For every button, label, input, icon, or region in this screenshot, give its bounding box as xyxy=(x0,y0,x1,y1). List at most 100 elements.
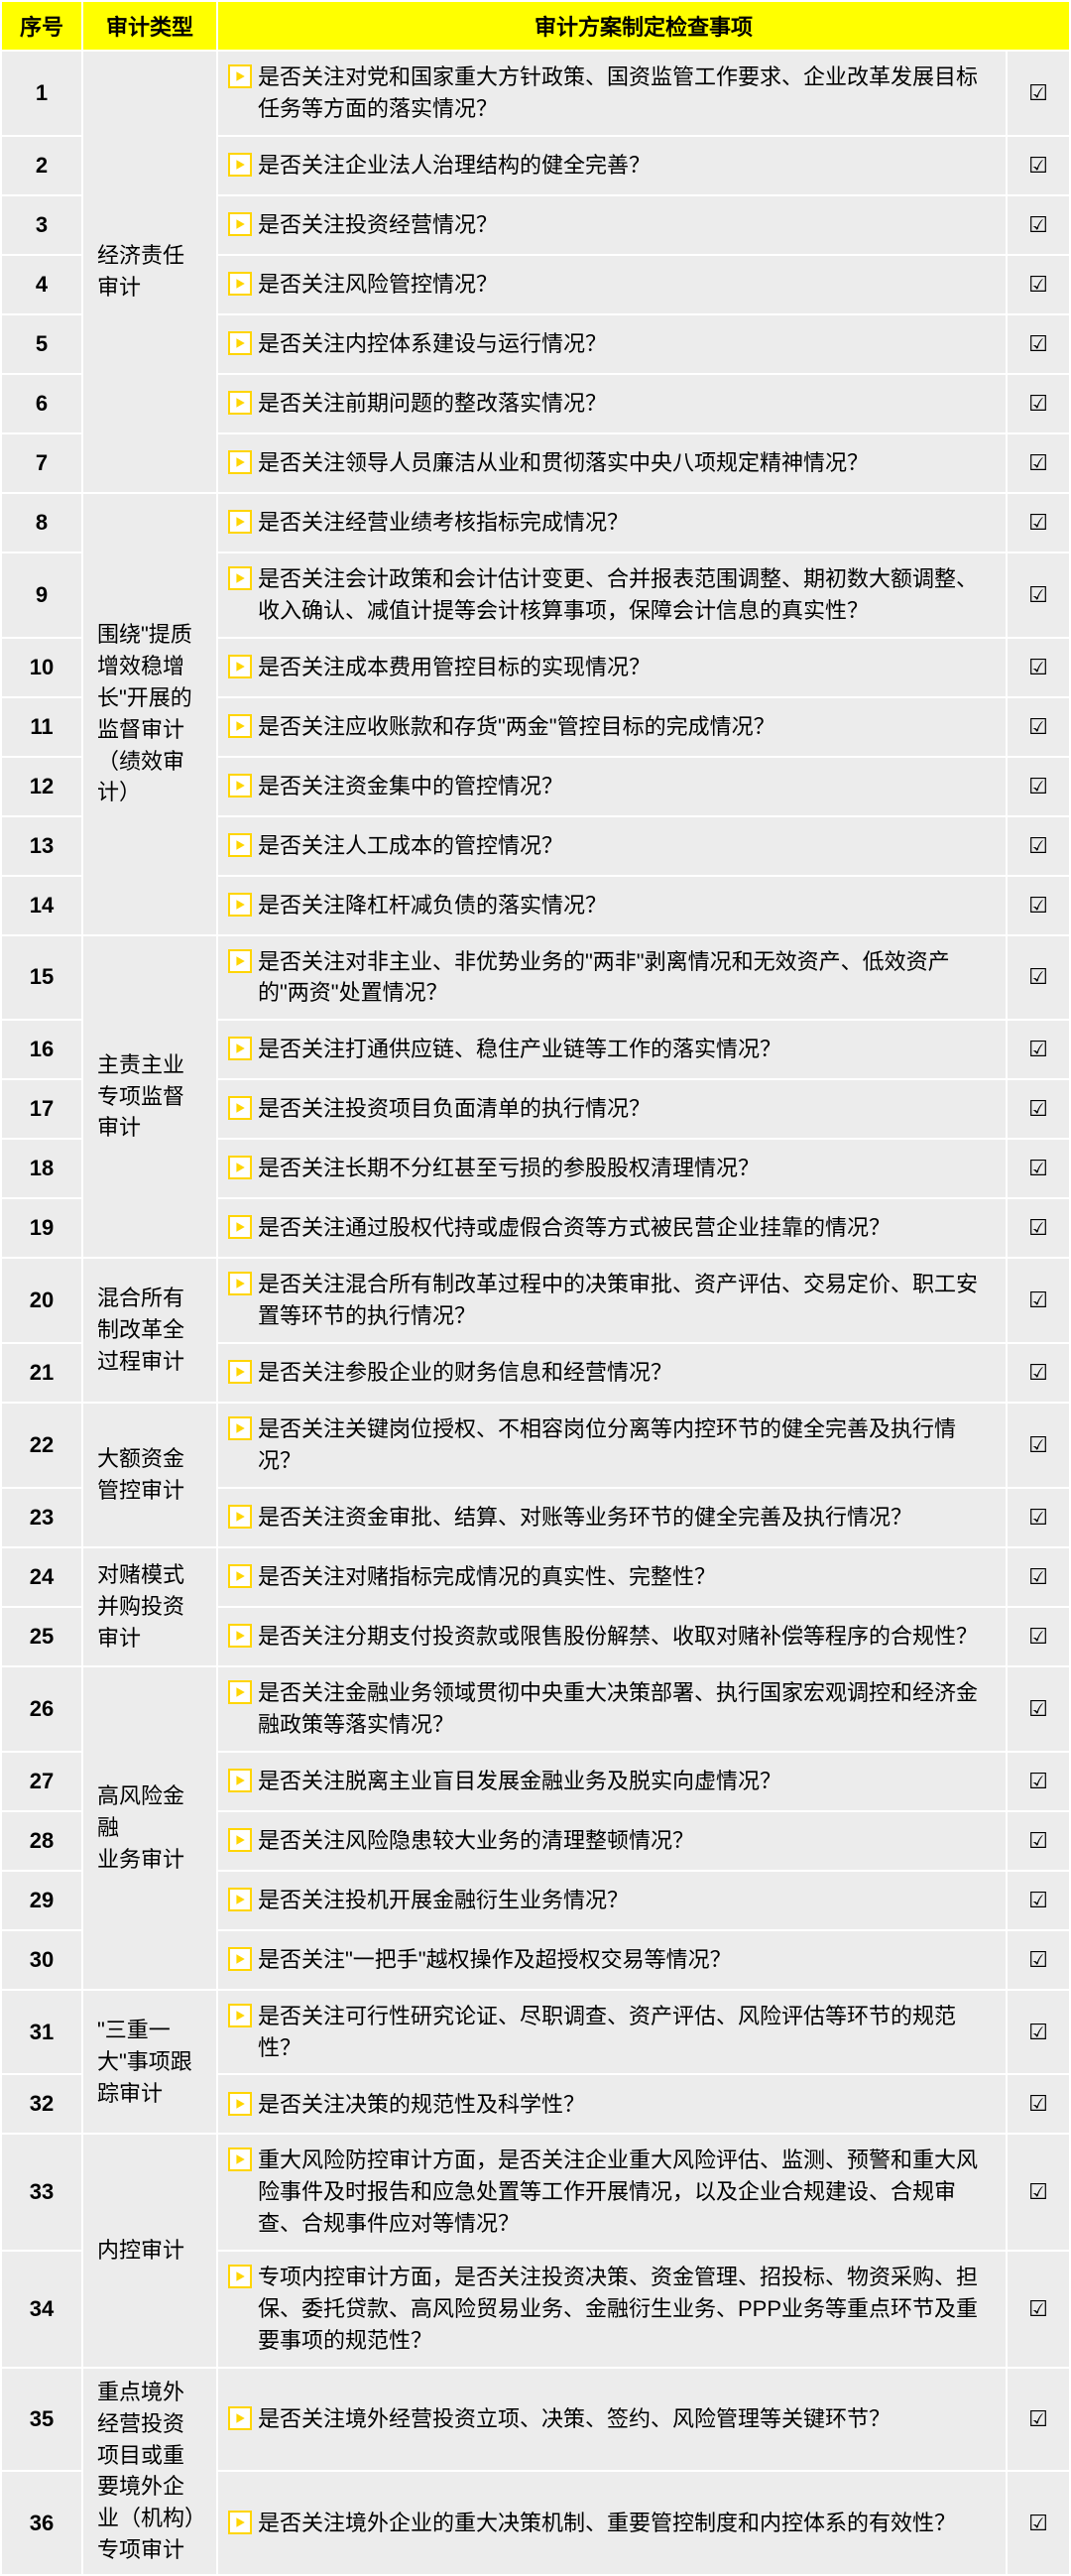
item-cell: 是否关注混合所有制改革过程中的决策审批、资产评估、交易定价、职工安置等环节的执行… xyxy=(217,1258,1007,1343)
seq-cell: 1 xyxy=(1,51,82,136)
seq-cell: 30 xyxy=(1,1930,82,1990)
item-text: 是否关注资金审批、结算、对账等业务环节的健全完善及执行情况？ xyxy=(258,1502,992,1533)
item-text: 是否关注风险管控情况？ xyxy=(258,269,992,301)
triangle-right-icon xyxy=(228,893,252,917)
item-text: 是否关注通过股权代持或虚假合资等方式被民营企业挂靠的情况？ xyxy=(258,1212,992,1244)
type-cell: 重点境外经营投资项目或重要境外企业（机构）专项审计 xyxy=(82,2368,217,2575)
check-cell: ☑ xyxy=(1007,876,1070,935)
item-text: 是否关注投资经营情况？ xyxy=(258,209,992,241)
triangle-right-icon xyxy=(228,1888,252,1911)
seq-cell: 33 xyxy=(1,2134,82,2251)
table-row: 20混合所有制改革全过程审计是否关注混合所有制改革过程中的决策审批、资产评估、交… xyxy=(1,1258,1070,1343)
item-text: 是否关注对党和国家重大方针政策、国资监管工作要求、企业改革发展目标任务等方面的落… xyxy=(258,61,992,125)
item-cell: 是否关注投机开展金融衍生业务情况？ xyxy=(217,1871,1007,1930)
triangle-right-icon xyxy=(228,774,252,797)
check-cell: ☑ xyxy=(1007,697,1070,757)
seq-cell: 5 xyxy=(1,314,82,374)
triangle-right-icon xyxy=(228,2265,252,2288)
triangle-right-icon xyxy=(228,450,252,474)
check-cell: ☑ xyxy=(1007,638,1070,697)
table-row: 1经济责任审计是否关注对党和国家重大方针政策、国资监管工作要求、企业改革发展目标… xyxy=(1,51,1070,136)
seq-cell: 15 xyxy=(1,935,82,1021)
item-text: 是否关注混合所有制改革过程中的决策审批、资产评估、交易定价、职工安置等环节的执行… xyxy=(258,1269,992,1332)
check-cell: ☑ xyxy=(1007,1488,1070,1547)
item-cell: 是否关注应收账款和存货"两金"管控目标的完成情况？ xyxy=(217,697,1007,757)
table-row: 8围绕"提质增效稳增长"开展的监督审计（绩效审计）是否关注经营业绩考核指标完成情… xyxy=(1,493,1070,552)
triangle-right-icon xyxy=(228,153,252,177)
item-cell: 是否关注可行性研究论证、尽职调查、资产评估、风险评估等环节的规范性？ xyxy=(217,1990,1007,2075)
triangle-right-icon xyxy=(228,1037,252,1060)
table-row: 26高风险金融业务审计是否关注金融业务领域贯彻中央重大决策部署、执行国家宏观调控… xyxy=(1,1666,1070,1752)
check-cell: ☑ xyxy=(1007,1607,1070,1666)
check-cell: ☑ xyxy=(1007,552,1070,638)
item-text: 是否关注对非主业、非优势业务的"两非"剥离情况和无效资产、低效资产的"两资"处置… xyxy=(258,946,992,1010)
triangle-right-icon xyxy=(228,510,252,534)
item-text: 是否关注降杠杆减负债的落实情况？ xyxy=(258,890,992,921)
item-cell: 是否关注金融业务领域贯彻中央重大决策部署、执行国家宏观调控和经济金融政策等落实情… xyxy=(217,1666,1007,1752)
item-cell: 是否关注资金审批、结算、对账等业务环节的健全完善及执行情况？ xyxy=(217,1488,1007,1547)
header-type: 审计类型 xyxy=(82,1,217,51)
triangle-right-icon xyxy=(228,1505,252,1529)
check-cell: ☑ xyxy=(1007,1020,1070,1079)
table-row: 35重点境外经营投资项目或重要境外企业（机构）专项审计是否关注境外经营投资立项、… xyxy=(1,2368,1070,2472)
item-text: 是否关注长期不分红甚至亏损的参股股权清理情况？ xyxy=(258,1153,992,1184)
check-cell: ☑ xyxy=(1007,374,1070,433)
header-item: 审计方案制定检查事项 xyxy=(217,1,1070,51)
seq-cell: 13 xyxy=(1,816,82,876)
item-cell: 是否关注经营业绩考核指标完成情况？ xyxy=(217,493,1007,552)
triangle-right-icon xyxy=(228,1215,252,1239)
item-cell: 是否关注对赌指标完成情况的真实性、完整性？ xyxy=(217,1547,1007,1607)
type-cell: 围绕"提质增效稳增长"开展的监督审计（绩效审计） xyxy=(82,493,217,935)
seq-cell: 11 xyxy=(1,697,82,757)
check-cell: ☑ xyxy=(1007,51,1070,136)
item-text: 专项内控审计方面，是否关注投资决策、资金管理、招投标、物资采购、担保、委托贷款、… xyxy=(258,2262,992,2357)
item-text: 重大风险防控审计方面，是否关注企业重大风险评估、监测、预警和重大风险事件及时报告… xyxy=(258,2145,992,2240)
seq-cell: 29 xyxy=(1,1871,82,1930)
check-cell: ☑ xyxy=(1007,757,1070,816)
table-body: 1经济责任审计是否关注对党和国家重大方针政策、国资监管工作要求、企业改革发展目标… xyxy=(1,51,1070,2575)
triangle-right-icon xyxy=(228,331,252,355)
item-text: 是否关注风险隐患较大业务的清理整顿情况？ xyxy=(258,1825,992,1857)
check-cell: ☑ xyxy=(1007,2251,1070,2368)
check-cell: ☑ xyxy=(1007,935,1070,1021)
seq-cell: 12 xyxy=(1,757,82,816)
triangle-right-icon xyxy=(228,1156,252,1179)
seq-cell: 22 xyxy=(1,1403,82,1488)
item-text: 是否关注前期问题的整改落实情况？ xyxy=(258,388,992,420)
triangle-right-icon xyxy=(228,1360,252,1384)
check-cell: ☑ xyxy=(1007,1139,1070,1198)
item-text: 是否关注企业法人治理结构的健全完善？ xyxy=(258,150,992,182)
item-text: 是否关注投机开展金融衍生业务情况？ xyxy=(258,1885,992,1916)
seq-cell: 26 xyxy=(1,1666,82,1752)
item-text: 是否关注会计政策和会计估计变更、合并报表范围调整、期初数大额调整、收入确认、减值… xyxy=(258,563,992,627)
seq-cell: 25 xyxy=(1,1607,82,1666)
type-cell: 主责主业专项监督审计 xyxy=(82,935,217,1259)
triangle-right-icon xyxy=(228,1564,252,1588)
triangle-right-icon xyxy=(228,2004,252,2027)
seq-cell: 27 xyxy=(1,1752,82,1811)
seq-cell: 21 xyxy=(1,1343,82,1403)
item-text: 是否关注领导人员廉洁从业和贯彻落实中央八项规定精神情况？ xyxy=(258,447,992,479)
item-cell: 是否关注打通供应链、稳住产业链等工作的落实情况？ xyxy=(217,1020,1007,1079)
check-cell: ☑ xyxy=(1007,493,1070,552)
seq-cell: 2 xyxy=(1,136,82,195)
page-root: 序号 审计类型 审计方案制定检查事项 1经济责任审计是否关注对党和国家重大方针政… xyxy=(0,0,1071,2576)
check-cell: ☑ xyxy=(1007,1930,1070,1990)
check-cell: ☑ xyxy=(1007,2074,1070,2134)
seq-cell: 19 xyxy=(1,1198,82,1258)
seq-cell: 10 xyxy=(1,638,82,697)
triangle-right-icon xyxy=(228,64,252,88)
triangle-right-icon xyxy=(228,391,252,415)
triangle-right-icon xyxy=(228,2092,252,2116)
table-row: 15主责主业专项监督审计是否关注对非主业、非优势业务的"两非"剥离情况和无效资产… xyxy=(1,935,1070,1021)
check-cell: ☑ xyxy=(1007,2134,1070,2251)
seq-cell: 20 xyxy=(1,1258,82,1343)
seq-cell: 16 xyxy=(1,1020,82,1079)
check-cell: ☑ xyxy=(1007,314,1070,374)
item-text: 是否关注应收账款和存货"两金"管控目标的完成情况？ xyxy=(258,711,992,743)
seq-cell: 6 xyxy=(1,374,82,433)
triangle-right-icon xyxy=(228,1096,252,1120)
item-text: 是否关注决策的规范性及科学性？ xyxy=(258,2089,992,2121)
seq-cell: 18 xyxy=(1,1139,82,1198)
seq-cell: 36 xyxy=(1,2471,82,2575)
